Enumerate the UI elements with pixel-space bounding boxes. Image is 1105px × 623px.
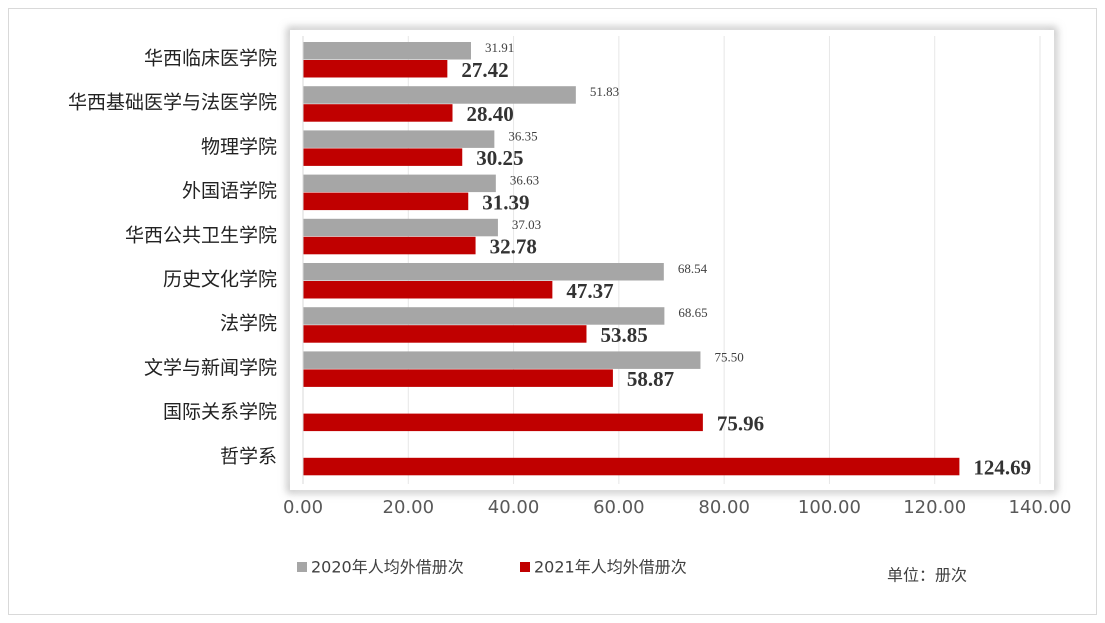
legend-label: 2021年人均外借册次: [534, 558, 687, 577]
category-label: 外国语学院: [182, 180, 277, 202]
bar: [303, 457, 960, 476]
unit-note: 单位：册次: [887, 566, 967, 585]
bar: [303, 413, 703, 432]
x-tick-label: 140.00: [1009, 497, 1072, 518]
x-tick-label: 40.00: [488, 497, 540, 518]
category-label: 哲学系: [220, 445, 277, 467]
x-tick-label: 80.00: [698, 497, 750, 518]
data-label: 51.83: [590, 84, 619, 99]
bar: [303, 218, 498, 237]
bar: [303, 236, 476, 255]
bar: [303, 174, 496, 193]
data-label: 75.50: [714, 349, 743, 364]
category-label: 华西公共卫生学院: [125, 224, 277, 246]
data-label: 36.63: [510, 173, 539, 188]
x-tick-label: 100.00: [798, 497, 861, 518]
bar: [303, 42, 471, 60]
data-label: 30.25: [476, 146, 523, 170]
x-tick-label: 120.00: [903, 497, 966, 518]
data-label: 53.85: [600, 323, 647, 347]
x-tick-label: 20.00: [383, 497, 435, 518]
bar: [303, 263, 664, 281]
bar: [303, 351, 701, 369]
data-label: 58.87: [627, 367, 674, 391]
bar: [303, 60, 448, 78]
category-label: 国际关系学院: [163, 401, 277, 423]
data-label: 68.54: [678, 261, 708, 276]
data-label: 28.40: [467, 102, 514, 126]
data-label: 124.69: [973, 456, 1031, 480]
legend-label: 2020年人均外借册次: [311, 558, 464, 577]
data-label: 31.91: [485, 40, 514, 55]
category-label: 法学院: [220, 313, 277, 335]
bar: [303, 104, 453, 122]
data-label: 68.65: [678, 305, 707, 320]
legend-swatch: [297, 562, 307, 572]
bar: [303, 307, 665, 325]
bar: [303, 281, 553, 299]
bar: [303, 369, 613, 387]
bar: [303, 148, 463, 166]
data-label: 75.96: [717, 411, 764, 435]
bar: [303, 325, 587, 343]
bar: [303, 130, 495, 148]
x-tick-label: 0.00: [283, 497, 323, 518]
category-label: 文学与新闻学院: [144, 357, 277, 379]
data-label: 27.42: [461, 58, 508, 82]
category-label: 华西基础医学与法医学院: [68, 92, 277, 114]
legend-swatch: [520, 562, 530, 572]
category-label: 物理学院: [201, 136, 277, 158]
data-label: 36.35: [508, 128, 537, 143]
data-label: 31.39: [482, 190, 529, 214]
data-label: 47.37: [566, 279, 613, 303]
bar: [303, 192, 469, 211]
category-label: 华西临床医学院: [144, 48, 277, 70]
data-label: 37.03: [512, 217, 541, 232]
bar: [303, 86, 576, 104]
data-label: 32.78: [490, 235, 537, 259]
category-label: 历史文化学院: [163, 269, 277, 291]
x-tick-label: 60.00: [593, 497, 645, 518]
